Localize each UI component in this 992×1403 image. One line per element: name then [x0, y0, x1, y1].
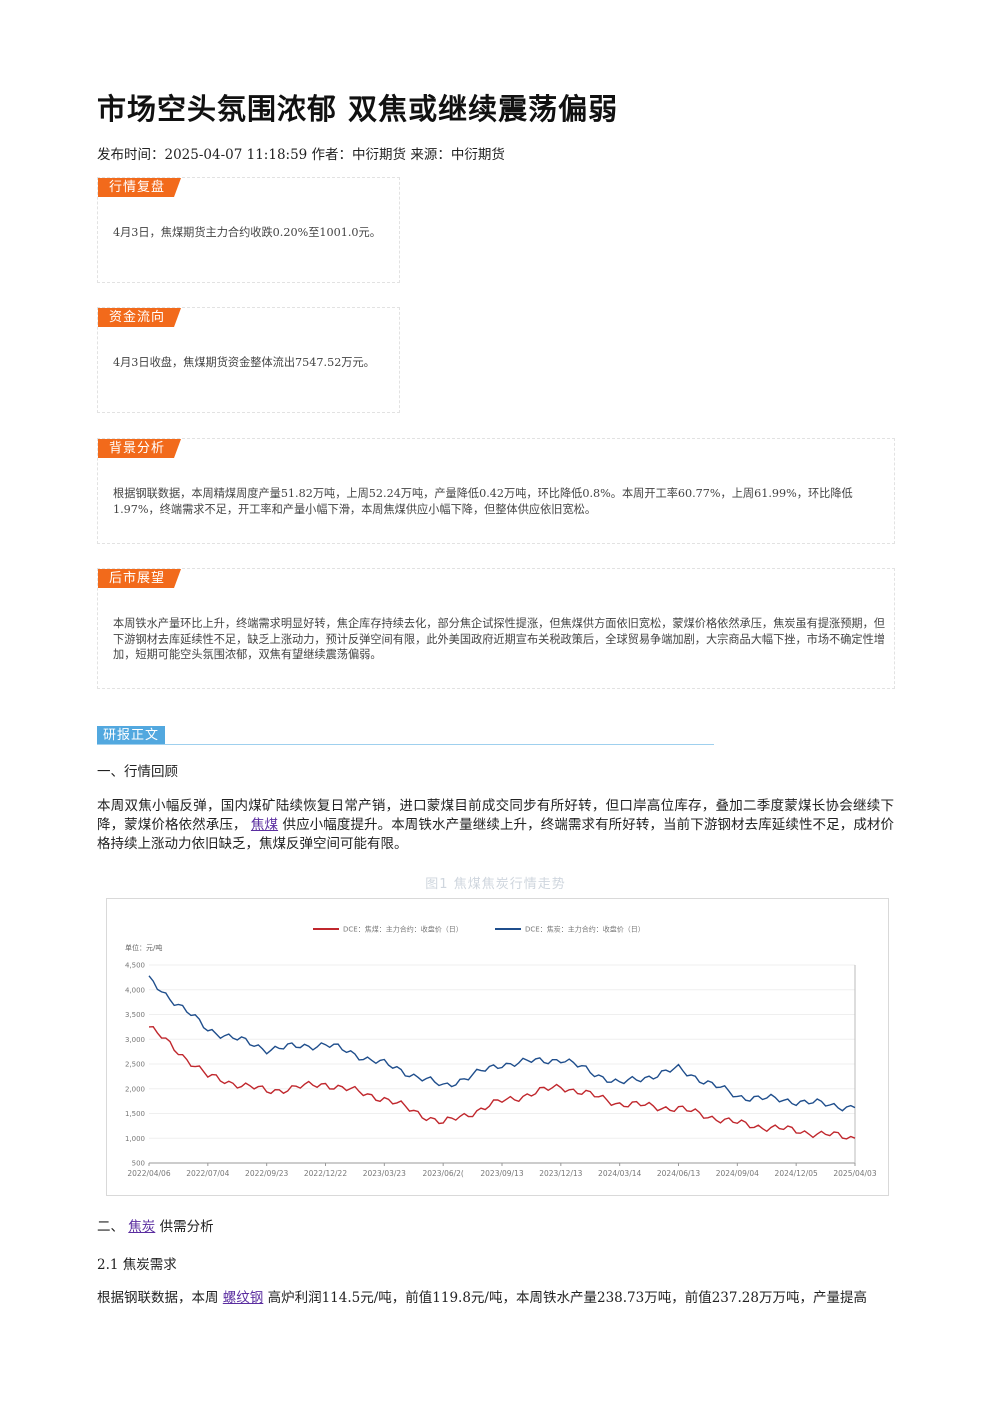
fund-flow-box: 资金流向 4月3日收盘，焦煤期货资金整体流出7547.52万元。: [97, 307, 400, 413]
section2-heading: 二、 焦炭 供需分析: [97, 1215, 214, 1235]
y-tick-label: 1,500: [125, 1110, 145, 1118]
report-divider: [97, 744, 714, 745]
section2-prefix: 二、: [97, 1219, 124, 1235]
outlook-text: 本周铁水产量环比上升，终端需求明显好转，焦企库存持续去化，部分焦企试探性提涨，但…: [113, 617, 885, 661]
fund-flow-text: 4月3日收盘，焦煤期货资金整体流出7547.52万元。: [113, 356, 375, 369]
y-axis-unit: 单位：元/吨: [125, 943, 162, 952]
y-tick-label: 3,500: [125, 1011, 145, 1019]
y-tick-label: 3,000: [125, 1036, 145, 1044]
report-body-tag: 研报正文: [97, 726, 166, 745]
price-chart-svg: DCE：焦煤：主力合约：收盘价（日） DCE：焦炭：主力合约：收盘价（日） 单位：…: [125, 925, 877, 1179]
section21-text-b: 高炉利润114.5元/吨，前值119.8元/吨，本周铁水产量238.73万吨，前…: [267, 1290, 867, 1306]
article-meta: 发布时间：2025-04-07 11:18:59 作者：中衍期货 来源：中衍期货: [97, 147, 505, 163]
x-tick-label: 2025/04/03: [833, 1169, 876, 1178]
x-tick-label: 2023/03/23: [363, 1169, 406, 1178]
background-box: 背景分析 根据钢联数据，本周精煤周度产量51.82万吨，上周52.24万吨，产量…: [97, 438, 895, 544]
section21-text-a: 根据钢联数据，本周: [97, 1290, 219, 1306]
y-tick-label: 2,500: [125, 1061, 145, 1069]
y-tick-label: 2,000: [125, 1085, 145, 1093]
section1-text-a: 本周双焦小幅反弹，国内煤矿陆续恢复日常产销，进口蒙煤目前成交同步有所好转，但口岸…: [97, 798, 894, 833]
market-review-tag: 行情复盘: [98, 178, 181, 197]
x-tick-label: 2023/09/13: [480, 1169, 523, 1178]
y-tick-label: 4,000: [125, 986, 145, 994]
y-tick-label: 1,000: [125, 1135, 145, 1143]
series-line-1: [148, 975, 856, 1112]
x-tick-label: 2024/12/05: [775, 1169, 818, 1178]
article-title: 市场空头氛围浓郁 双焦或继续震荡偏弱: [97, 92, 619, 126]
legend-label-1: DCE：焦炭：主力合约：收盘价（日）: [525, 925, 645, 934]
figure-title: 图1 焦煤焦炭行情走势: [425, 877, 566, 892]
x-tick-label: 2022/07/04: [186, 1169, 229, 1178]
price-chart: DCE：焦煤：主力合约：收盘价（日） DCE：焦炭：主力合约：收盘价（日） 单位：…: [106, 898, 889, 1196]
section21-paragraph: 根据钢联数据，本周 螺纹钢 高炉利润114.5元/吨，前值119.8元/吨，本周…: [97, 1289, 894, 1308]
legend-label-0: DCE：焦煤：主力合约：收盘价（日）: [343, 925, 463, 934]
outlook-box: 后市展望 本周铁水产量环比上升，终端需求明显好转，焦企库存持续去化，部分焦企试探…: [97, 568, 895, 689]
coke-link[interactable]: 焦炭: [128, 1219, 156, 1235]
market-review-box: 行情复盘 4月3日，焦煤期货主力合约收跌0.20%至1001.0元。: [97, 177, 400, 283]
series-line-0: [148, 1025, 856, 1140]
y-tick-label: 500: [132, 1160, 145, 1168]
x-tick-label: 2024/06/13: [657, 1169, 700, 1178]
x-tick-label: 2024/09/04: [716, 1169, 759, 1178]
background-text: 根据钢联数据，本周精煤周度产量51.82万吨，上周52.24万吨，产量降低0.4…: [113, 487, 853, 516]
fund-flow-tag: 资金流向: [98, 308, 181, 327]
rebar-link[interactable]: 螺纹钢: [222, 1290, 264, 1306]
section21-heading: 2.1 焦炭需求: [97, 1257, 177, 1273]
section1-heading: 一、行情回顾: [97, 764, 178, 780]
coking-coal-link[interactable]: 焦煤: [250, 817, 279, 833]
section1-text-b: 供应小幅度提升。本周铁水产量继续上升，终端需求有所好转，当前下游钢材去库延续性不…: [97, 817, 895, 852]
x-tick-label: 2024/03/14: [598, 1169, 641, 1178]
y-tick-label: 4,500: [125, 962, 145, 970]
section2-suffix: 供需分析: [159, 1219, 214, 1235]
x-tick-label: 2022/12/22: [304, 1169, 347, 1178]
outlook-tag: 后市展望: [98, 569, 181, 588]
x-tick-label: 2023/06/2(: [422, 1169, 463, 1178]
x-tick-label: 2022/04/06: [127, 1169, 170, 1178]
market-review-text: 4月3日，焦煤期货主力合约收跌0.20%至1001.0元。: [113, 226, 381, 239]
background-tag: 背景分析: [98, 439, 181, 458]
x-tick-label: 2022/09/23: [245, 1169, 288, 1178]
x-tick-label: 2023/12/13: [539, 1169, 582, 1178]
section1-paragraph: 本周双焦小幅反弹，国内煤矿陆续恢复日常产销，进口蒙煤目前成交同步有所好转，但口岸…: [97, 797, 894, 854]
